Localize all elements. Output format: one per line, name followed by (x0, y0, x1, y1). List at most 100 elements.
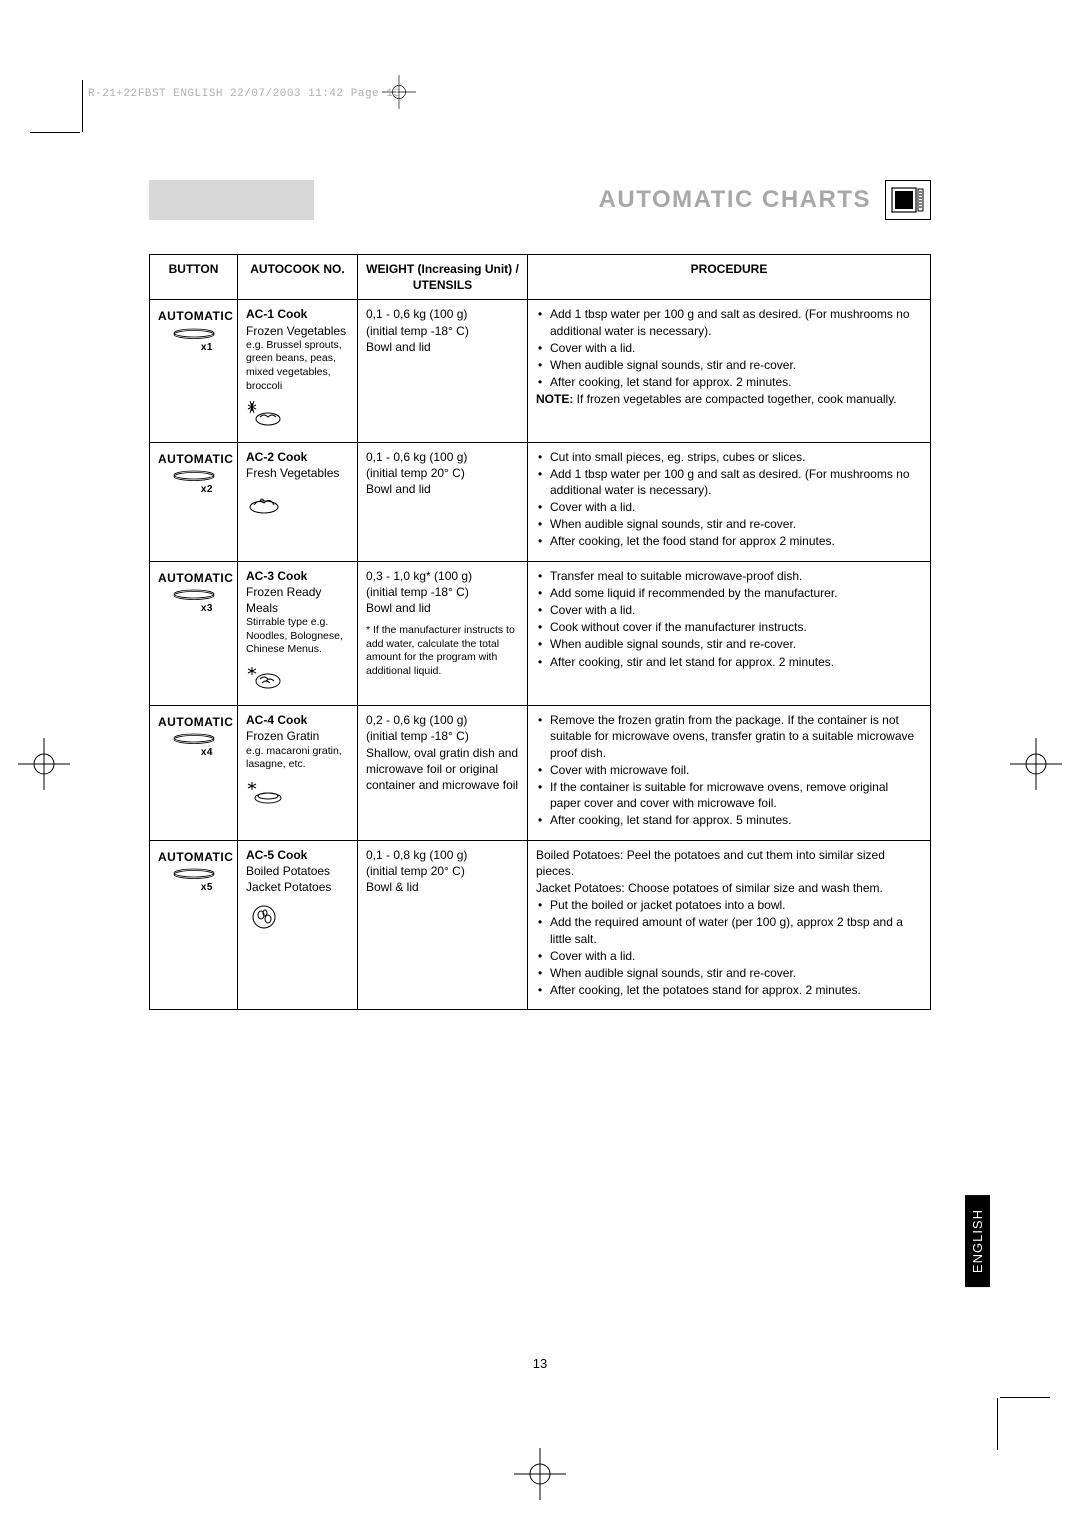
weight-cell: 0,3 - 1,0 kg* (100 g)(initial temp -18° … (358, 561, 528, 706)
button-cell: AUTOMATICx4 (150, 706, 238, 840)
button-cell: AUTOMATICx3 (150, 561, 238, 706)
registration-mark (1010, 738, 1062, 790)
button-cell: AUTOMATIC x5 (150, 840, 238, 1010)
procedure-item: After cooking, stir and let stand for ap… (536, 654, 922, 670)
autocook-subtitle: Frozen Vegetables (246, 323, 349, 339)
autocook-example: Stirrable type e.g. Noodles, Bolognese, … (246, 616, 349, 657)
procedure-item: Cut into small pieces, eg. strips, cubes… (536, 449, 922, 465)
autocook-icon (246, 487, 349, 519)
autocook-subtitle: Fresh Vegetables (246, 465, 349, 481)
procedure-item: Transfer meal to suitable microwave-proo… (536, 568, 922, 584)
autocook-subtitle: Boiled Potatoes Jacket Potatoes (246, 863, 349, 895)
autocook-title: AC-4 Cook (246, 712, 349, 728)
weight-cell: 0,1 - 0,6 kg (100 g)(initial temp 20° C)… (358, 442, 528, 561)
autocook-title: AC-2 Cook (246, 449, 349, 465)
crop-mark (997, 1398, 998, 1450)
weight-temp: (initial temp -18° C) (366, 323, 519, 339)
weight-note: * If the manufacturer instructs to add w… (366, 624, 519, 679)
automatic-charts-table: BUTTON AUTOCOOK NO. WEIGHT (Increasing U… (149, 254, 931, 1010)
autocook-cell: AC-5 CookBoiled Potatoes Jacket Potatoes (238, 840, 358, 1010)
procedure-item: Add the required amount of water (per 10… (536, 914, 922, 946)
procedure-pretext: Jacket Potatoes: Choose potatoes of simi… (536, 880, 922, 896)
col-autocook: AUTOCOOK NO. (238, 255, 358, 300)
note-label: NOTE: (536, 392, 573, 406)
autocook-cell: AC-3 CookFrozen Ready MealsStirrable typ… (238, 561, 358, 706)
autocook-icon (246, 778, 349, 810)
table-row: AUTOMATICx1AC-1 CookFrozen Vegetablese.g… (150, 300, 931, 442)
table-row: AUTOMATICx4AC-4 CookFrozen Gratine.g. ma… (150, 706, 931, 840)
page-number: 13 (85, 1356, 995, 1371)
crop-mark (1000, 1397, 1050, 1398)
procedure-list: Transfer meal to suitable microwave-proo… (536, 568, 922, 670)
procedure-cell: Cut into small pieces, eg. strips, cubes… (528, 442, 931, 561)
button-multiplier: x1 (158, 341, 229, 355)
procedure-item: If the container is suitable for microwa… (536, 779, 922, 811)
button-oval-icon (158, 469, 229, 481)
procedure-cell: Transfer meal to suitable microwave-proo… (528, 561, 931, 706)
autocook-cell: AC-4 CookFrozen Gratine.g. macaroni grat… (238, 706, 358, 840)
print-header: R-21+22FBST ENGLISH 22/07/2003 11:42 Pag… (88, 88, 400, 100)
crop-mark (82, 80, 83, 132)
weight-main: 0,3 - 1,0 kg* (100 g) (366, 568, 519, 584)
procedure-note: NOTE: If frozen vegetables are compacted… (536, 391, 922, 407)
autocook-cell: AC-1 CookFrozen Vegetablese.g. Brussel s… (238, 300, 358, 442)
button-cell: AUTOMATICx1 (150, 300, 238, 442)
weight-temp: (initial temp -18° C) (366, 584, 519, 600)
procedure-item: Cover with a lid. (536, 499, 922, 515)
autocook-icon (246, 663, 349, 695)
procedure-item: When audible signal sounds, stir and re-… (536, 516, 922, 532)
weight-main: 0,1 - 0,6 kg (100 g) (366, 449, 519, 465)
autocook-example: e.g. Brussel sprouts, green beans, peas,… (246, 339, 349, 394)
autocook-example: e.g. macaroni gratin, lasagne, etc. (246, 745, 349, 772)
registration-mark (514, 1448, 566, 1500)
button-multiplier: x3 (158, 602, 229, 616)
button-oval-icon (158, 327, 229, 339)
weight-utensil: Bowl & lid (366, 879, 519, 895)
procedure-item: Cover with microwave foil. (536, 762, 922, 778)
weight-cell: 0,2 - 0,6 kg (100 g)(initial temp -18° C… (358, 706, 528, 840)
procedure-item: Cover with a lid. (536, 340, 922, 356)
autocook-cell: AC-2 CookFresh Vegetables (238, 442, 358, 561)
automatic-label: AUTOMATIC (158, 849, 229, 865)
procedure-item: Add some liquid if recommended by the ma… (536, 585, 922, 601)
procedure-item: Add 1 tbsp water per 100 g and salt as d… (536, 466, 922, 498)
page-content: AUTOMATIC CHARTS BUTTON AUTOCOOK NO. WEI… (85, 135, 995, 1393)
automatic-label: AUTOMATIC (158, 451, 229, 467)
procedure-item: Cook without cover if the manufacturer i… (536, 619, 922, 635)
procedure-list: Add 1 tbsp water per 100 g and salt as d… (536, 306, 922, 390)
language-tab: ENGLISH (965, 1195, 990, 1287)
page-title: AUTOMATIC CHARTS (599, 186, 871, 214)
procedure-list: Remove the frozen gratin from the packag… (536, 712, 922, 828)
button-multiplier: x5 (158, 881, 229, 895)
col-procedure: PROCEDURE (528, 255, 931, 300)
table-row: AUTOMATICx3AC-3 CookFrozen Ready MealsSt… (150, 561, 931, 706)
col-weight: WEIGHT (Increasing Unit) / UTENSILS (358, 255, 528, 300)
procedure-list: Cut into small pieces, eg. strips, cubes… (536, 449, 922, 550)
autocook-subtitle: Frozen Ready Meals (246, 584, 349, 616)
col-button: BUTTON (150, 255, 238, 300)
procedure-cell: Add 1 tbsp water per 100 g and salt as d… (528, 300, 931, 442)
procedure-item: When audible signal sounds, stir and re-… (536, 636, 922, 652)
weight-main: 0,1 - 0,8 kg (100 g) (366, 847, 519, 863)
weight-main: 0,2 - 0,6 kg (100 g) (366, 712, 519, 728)
crop-mark (30, 132, 80, 133)
title-swatch (149, 180, 314, 220)
autocook-title: AC-5 Cook (246, 847, 349, 863)
weight-temp: (initial temp 20° C) (366, 465, 519, 481)
procedure-item: Cover with a lid. (536, 602, 922, 618)
procedure-item: Put the boiled or jacket potatoes into a… (536, 897, 922, 913)
procedure-item: Add 1 tbsp water per 100 g and salt as d… (536, 306, 922, 338)
procedure-cell: Remove the frozen gratin from the packag… (528, 706, 931, 840)
procedure-item: When audible signal sounds, stir and re-… (536, 965, 922, 981)
weight-main: 0,1 - 0,6 kg (100 g) (366, 306, 519, 322)
weight-cell: 0,1 - 0,6 kg (100 g)(initial temp -18° C… (358, 300, 528, 442)
procedure-pretext: Boiled Potatoes: Peel the potatoes and c… (536, 847, 922, 879)
autocook-icon (246, 901, 349, 933)
procedure-cell: Boiled Potatoes: Peel the potatoes and c… (528, 840, 931, 1010)
table-row: AUTOMATICx2AC-2 CookFresh Vegetables0,1 … (150, 442, 931, 561)
microwave-icon (885, 180, 931, 220)
button-multiplier: x4 (158, 746, 229, 760)
button-multiplier: x2 (158, 483, 229, 497)
procedure-item: After cooking, let stand for approx. 5 m… (536, 812, 922, 828)
procedure-item: Cover with a lid. (536, 948, 922, 964)
